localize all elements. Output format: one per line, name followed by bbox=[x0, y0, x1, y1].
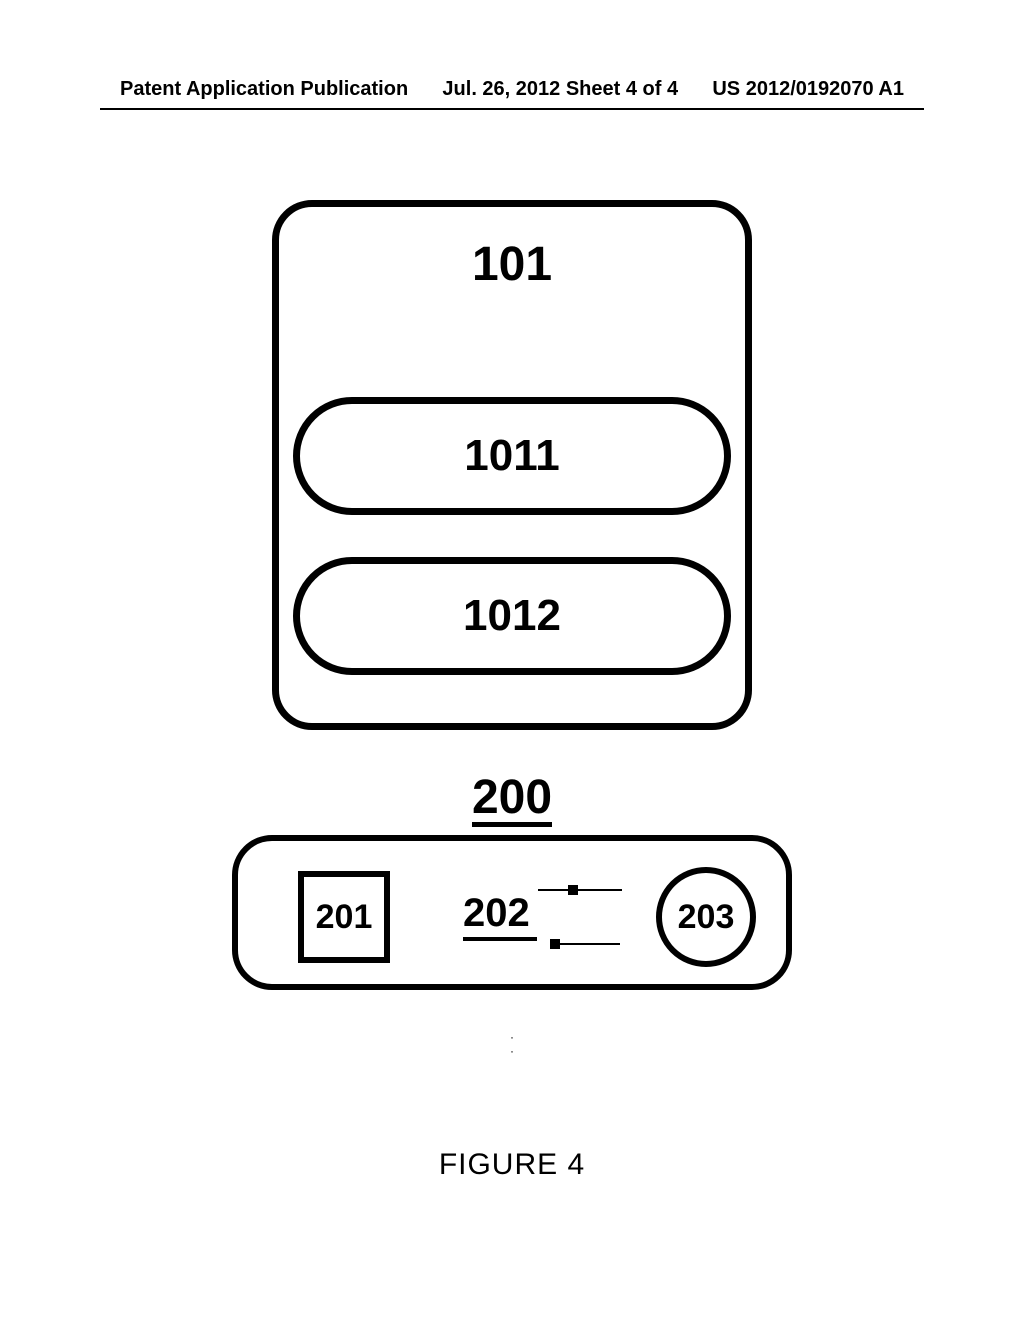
node-203: 203 bbox=[656, 867, 756, 967]
node-101-box: 101 1011 1012 bbox=[272, 200, 752, 730]
node-200-title-text: 200 bbox=[472, 771, 552, 824]
tick-line-icon bbox=[538, 889, 568, 891]
node-1011: 1011 bbox=[293, 397, 731, 515]
header-right: US 2012/0192070 A1 bbox=[712, 78, 904, 101]
tick-mark-icon bbox=[568, 885, 578, 895]
tick-line-icon bbox=[578, 889, 622, 891]
node-200-title: 200 bbox=[472, 770, 552, 825]
node-200-box: 201 202 203 bbox=[232, 835, 792, 990]
tick-line-icon bbox=[560, 943, 620, 945]
figure-area: 101 1011 1012 200 201 202 203 ·· FIGURE … bbox=[0, 180, 1024, 1182]
node-203-label: 203 bbox=[678, 898, 735, 937]
node-201: 201 bbox=[298, 871, 390, 963]
node-202-underline bbox=[463, 937, 537, 941]
node-202-label: 202 bbox=[463, 891, 530, 936]
header-left: Patent Application Publication bbox=[120, 78, 408, 101]
node-1012: 1012 bbox=[293, 557, 731, 675]
header-rule bbox=[100, 108, 924, 110]
header-middle: Jul. 26, 2012 Sheet 4 of 4 bbox=[408, 78, 712, 101]
node-1011-label: 1011 bbox=[464, 431, 559, 481]
tick-mark-icon bbox=[550, 939, 560, 949]
node-1012-label: 1012 bbox=[463, 591, 561, 641]
node-101-label: 101 bbox=[279, 237, 745, 292]
node-201-label: 201 bbox=[316, 898, 373, 937]
patent-header: Patent Application Publication Jul. 26, … bbox=[0, 78, 1024, 101]
ellipsis-icon: ·· bbox=[510, 1030, 514, 1058]
figure-caption: FIGURE 4 bbox=[439, 1148, 585, 1182]
